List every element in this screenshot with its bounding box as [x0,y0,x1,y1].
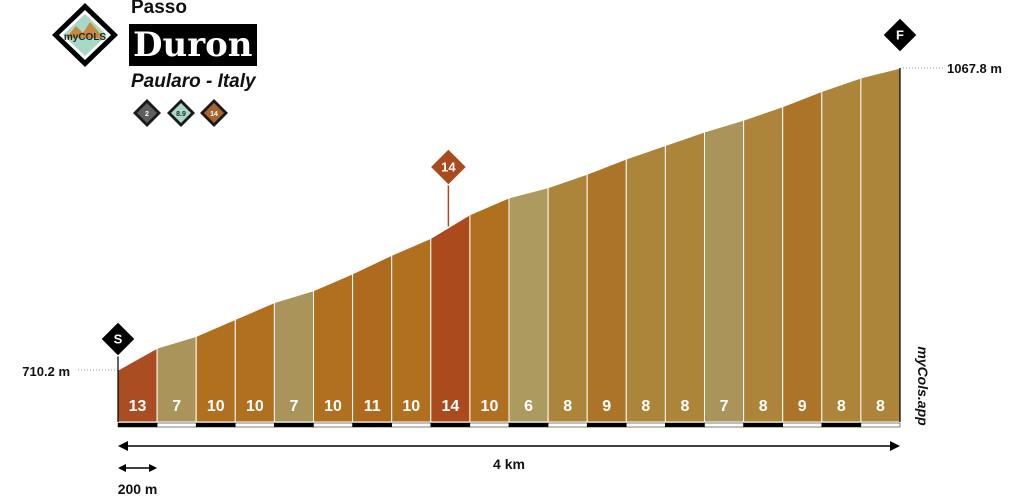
ruler-band-4 [235,422,275,428]
gradient-label-17: 8 [759,398,768,415]
profile-outline [117,67,901,371]
start-marker [100,321,136,357]
ruler-band-2 [156,422,197,428]
badge-1 [137,103,157,123]
profile-segment-14 [625,144,666,423]
gradient-label-9: 14 [441,398,459,415]
ruler-band-11 [508,422,549,428]
ruler-band-1 [117,422,158,428]
gradient-label-20: 8 [876,398,885,415]
ruler-band-18 [782,422,823,428]
ruler-band-8 [391,422,432,428]
profile-segment-20 [860,67,901,423]
unit-arrow-right-head [149,464,158,472]
ruler-band-7 [352,422,392,428]
gradient-label-18: 9 [798,398,807,415]
ruler-band-5 [274,422,314,428]
ruler-band-12 [547,422,588,428]
gradient-label-3: 10 [207,398,225,415]
gradient-label-15: 8 [680,398,689,415]
finish-marker-label: F [896,28,904,43]
profile-segment-11 [508,186,549,423]
ruler-band-19 [821,422,862,428]
gradient-label-16: 7 [720,398,729,415]
gradient-label-6: 10 [324,398,342,415]
gradient-label-12: 8 [563,398,572,415]
gradient-label-1: 13 [129,398,147,415]
ruler-band-15 [665,422,705,428]
gradient-label-8: 10 [402,398,420,415]
logo-text: myCOLS [64,32,107,43]
profile-segment-7 [352,254,393,423]
distance-arrow-left-head [118,441,128,451]
climb-location: Paularo - Italy [131,71,256,92]
gradient-label-10: 10 [481,398,499,415]
profile-segment-10 [469,196,510,423]
finish-marker [882,17,918,53]
ruler-band-6 [313,422,353,428]
gradient-label-13: 9 [602,398,611,415]
ruler-band-13 [586,422,627,428]
badge-2 [171,103,191,123]
gradient-label-7: 11 [364,398,381,415]
logo-mountain-icon [66,22,104,38]
profile-segment-13 [586,158,627,423]
gradient-label-5: 7 [289,398,298,415]
gradient-label-4: 10 [246,398,264,415]
profile-segment-17 [743,105,784,423]
start-marker-label: S [114,332,123,347]
badge-3 [204,103,224,123]
profile-segment-19 [821,77,862,423]
climb-prefix: Passo [131,0,187,18]
total-distance-label: 4 km [493,456,525,472]
profile-segment-12 [547,173,588,423]
ruler-band-3 [195,422,236,428]
badge-3-label: 14 [210,111,218,118]
profile-segment-15 [664,131,705,423]
profile-segment-16 [704,119,745,423]
finish-elevation-label: 1067.8 m [947,61,1002,76]
profile-segment-18 [782,90,823,423]
unit-distance-label: 200 m [118,481,158,497]
ruler-band-9 [430,422,471,428]
badge-1-label: 2 [145,111,149,118]
ruler-band-17 [743,422,783,428]
watermark: myCols.app [915,346,931,426]
gradient-label-11: 6 [524,398,533,415]
ruler-band-16 [704,422,744,428]
gradient-label-19: 8 [837,398,846,415]
gradient-label-2: 7 [172,398,181,415]
start-elevation-label: 710.2 m [22,364,70,379]
max-gradient-marker-label: 14 [441,160,456,175]
max-gradient-marker [429,148,468,186]
ruler-band-20 [860,422,901,428]
ruler-band-14 [626,422,666,428]
badge-2-label: 8.9 [176,111,186,118]
distance-arrow-right-head [890,441,900,451]
profile-segment-9 [430,213,471,423]
unit-arrow-left-head [118,464,126,472]
climb-name: Duron [129,24,257,66]
profile-segment-8 [391,237,432,423]
ruler-band-10 [469,422,510,428]
gradient-label-14: 8 [641,398,650,415]
